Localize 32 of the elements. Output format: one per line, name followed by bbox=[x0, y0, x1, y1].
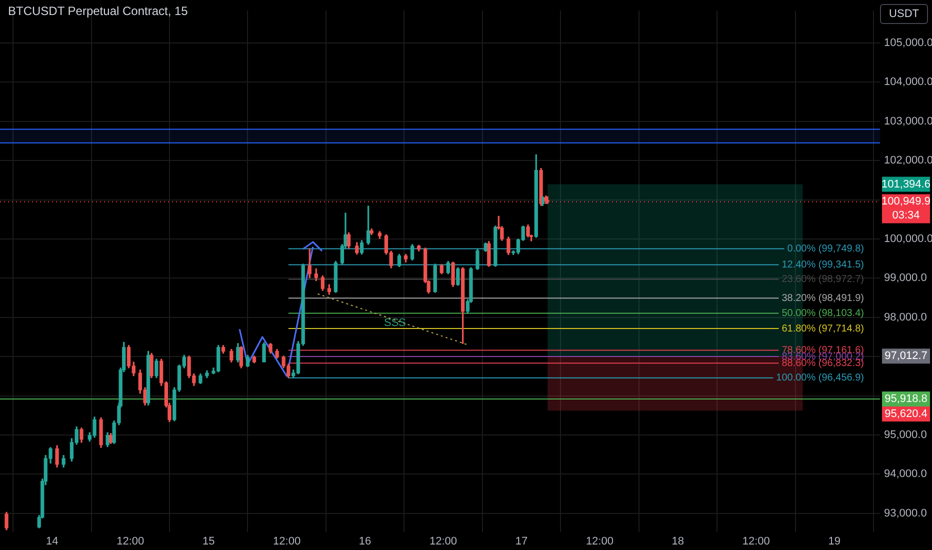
text: 03:34 bbox=[892, 210, 920, 222]
x-tick-label: 12:00 bbox=[273, 536, 301, 548]
x-tick-label: 14 bbox=[46, 536, 58, 548]
text: 97,012.7 bbox=[884, 350, 928, 362]
chart-title: BTCUSDT Perpetual Contract, 15 bbox=[8, 4, 188, 18]
y-tick-label: 95,000.0 bbox=[884, 429, 927, 442]
ref-line-label: 12.40% (99,341.5) bbox=[782, 260, 864, 271]
x-tick-label: 12:00 bbox=[586, 536, 614, 548]
ref-line-label: 95,918.8 bbox=[884, 392, 928, 405]
text: 101,394.6 bbox=[882, 178, 930, 190]
x-tick-label: 12:00 bbox=[742, 536, 770, 548]
ref-line-label: 38.20% (98,491.9) bbox=[782, 292, 864, 304]
y-tick-label: 98,000.0 bbox=[884, 311, 927, 324]
ref-line-label: 100.00% (96,456.9) bbox=[776, 372, 864, 384]
y-tick-label: 93,000.0 bbox=[884, 507, 927, 520]
x-tick-label: 16 bbox=[358, 536, 372, 548]
y-axis-title: USDT bbox=[880, 4, 928, 24]
annotation: SSS bbox=[384, 317, 406, 329]
x-tick-label: 18 bbox=[672, 536, 684, 548]
y-tick-label: 99,000.0 bbox=[884, 272, 927, 284]
x-tick-label: 15 bbox=[202, 536, 215, 548]
ref-line-label: 61.80% (97,714.8) bbox=[782, 323, 864, 334]
x-tick-label: 19 bbox=[828, 536, 840, 548]
ref-line-label: 100,949.9 bbox=[882, 196, 930, 208]
x-tick-label: 12:00 bbox=[429, 536, 458, 548]
text: 95,620.4 bbox=[884, 408, 928, 420]
y-tick-label: 94,000.0 bbox=[884, 468, 927, 480]
ref-line-label: 0.00% (99,749.8) bbox=[787, 244, 864, 255]
x-tick-label: 12:00 bbox=[116, 536, 144, 548]
x-tick-label: 17 bbox=[515, 536, 528, 548]
ref-line-label: 23.60% (98,972.7) bbox=[782, 274, 864, 285]
ref-line-label: 50.00% (98,103.4) bbox=[782, 308, 864, 320]
